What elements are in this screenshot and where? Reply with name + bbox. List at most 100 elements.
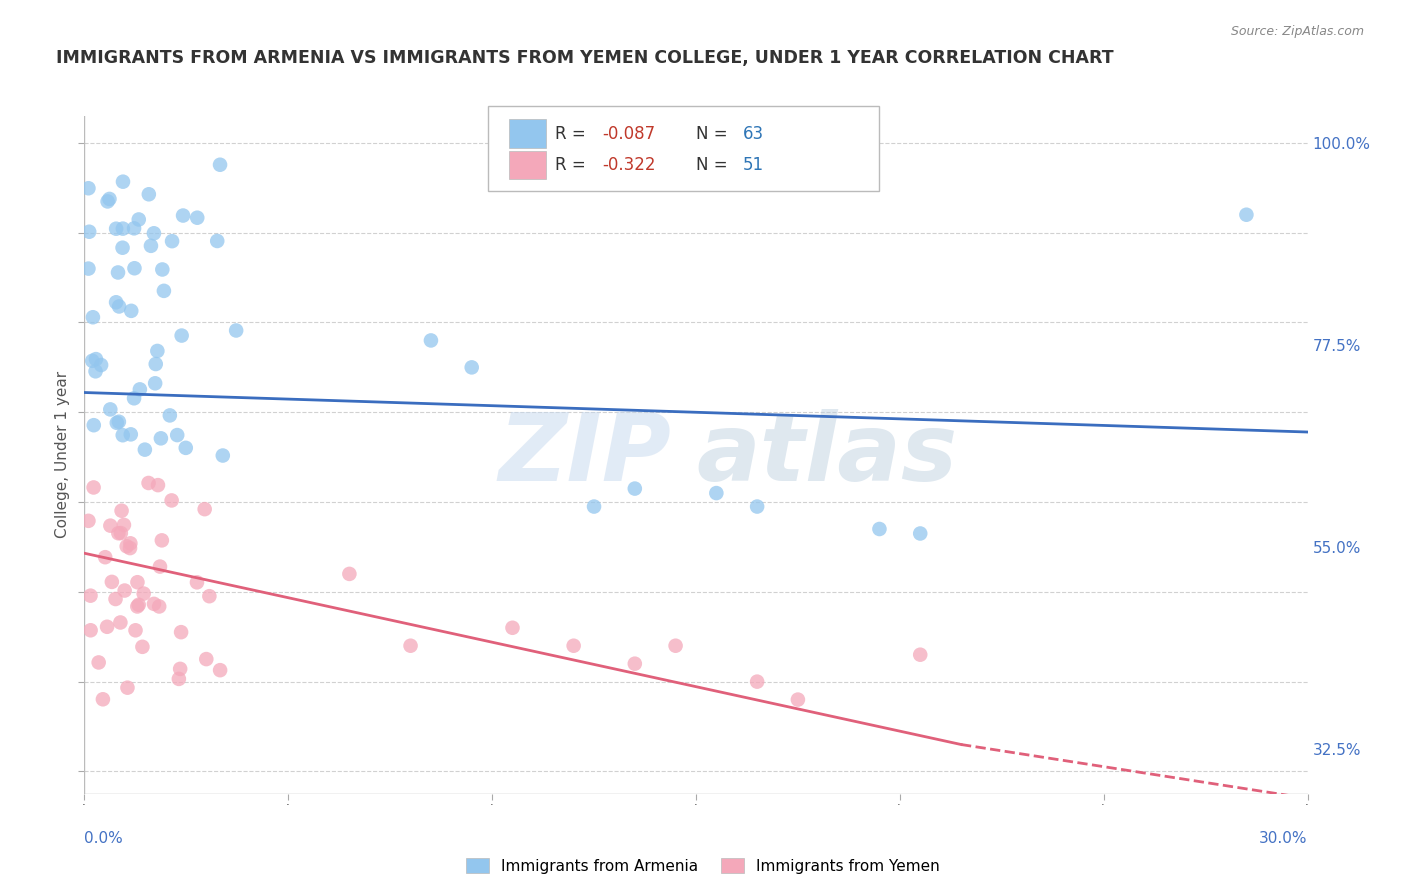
Point — [150, 533, 173, 548]
Point — [120, 303, 142, 318]
Y-axis label: College, Under 1 year: College, Under 1 year — [55, 371, 70, 539]
Text: 30.0%: 30.0% — [1260, 831, 1308, 847]
Point — [115, 539, 138, 553]
Point — [166, 428, 188, 442]
Point — [83, 480, 105, 494]
Point — [105, 295, 128, 310]
Point — [910, 526, 932, 541]
Point — [104, 592, 127, 607]
Point — [98, 402, 121, 417]
Point — [79, 589, 101, 603]
Point — [747, 674, 769, 689]
Text: 51: 51 — [742, 156, 763, 174]
Point — [117, 681, 139, 695]
FancyBboxPatch shape — [488, 106, 880, 191]
Point — [111, 241, 134, 255]
Point — [112, 517, 135, 532]
Point — [114, 583, 136, 598]
Point — [583, 500, 606, 514]
Point — [143, 597, 166, 611]
Point — [146, 343, 169, 358]
Point — [110, 526, 132, 541]
Point — [186, 211, 208, 225]
Point — [665, 639, 688, 653]
Text: -0.322: -0.322 — [602, 156, 655, 174]
Point — [160, 493, 183, 508]
Point — [122, 392, 145, 406]
Point — [77, 225, 100, 239]
Point — [209, 158, 232, 172]
Point — [138, 475, 160, 490]
Point — [108, 415, 131, 429]
Text: ZIP: ZIP — [499, 409, 672, 501]
Text: -0.087: -0.087 — [602, 125, 655, 143]
Point — [149, 559, 172, 574]
Point — [111, 175, 134, 189]
Point — [107, 526, 129, 541]
Point — [91, 692, 114, 706]
Point — [118, 541, 141, 555]
Text: IMMIGRANTS FROM ARMENIA VS IMMIGRANTS FROM YEMEN COLLEGE, UNDER 1 YEAR CORRELATI: IMMIGRANTS FROM ARMENIA VS IMMIGRANTS FR… — [56, 49, 1114, 67]
Point — [134, 442, 156, 457]
Point — [77, 261, 100, 276]
Point — [82, 353, 104, 368]
Point — [149, 431, 172, 445]
Point — [87, 656, 110, 670]
Point — [98, 192, 121, 206]
FancyBboxPatch shape — [509, 120, 546, 148]
Point — [562, 639, 585, 653]
Text: R =: R = — [555, 125, 592, 143]
Point — [120, 536, 142, 550]
Point — [138, 187, 160, 202]
Point — [461, 360, 484, 375]
Point — [77, 514, 100, 528]
Point — [127, 575, 149, 590]
Text: atlas: atlas — [696, 409, 957, 501]
Point — [225, 323, 247, 337]
Point — [139, 239, 162, 253]
Point — [170, 328, 193, 343]
Point — [145, 357, 167, 371]
Point — [101, 574, 124, 589]
Point — [1236, 208, 1258, 222]
Point — [84, 352, 107, 367]
Point — [160, 234, 183, 248]
Point — [111, 428, 134, 442]
Point — [148, 599, 170, 614]
Text: 63: 63 — [742, 125, 763, 143]
Point — [150, 262, 173, 277]
Point — [108, 300, 131, 314]
Point — [84, 364, 107, 378]
Point — [122, 221, 145, 235]
Point — [747, 500, 769, 514]
Point — [186, 575, 208, 590]
Point — [143, 376, 166, 391]
Point — [167, 672, 190, 686]
Point — [127, 599, 149, 614]
Point — [124, 624, 146, 638]
Point — [420, 334, 443, 348]
Point — [111, 221, 134, 235]
Point — [97, 194, 120, 209]
Point — [132, 586, 155, 600]
Point — [787, 692, 810, 706]
Point — [120, 427, 142, 442]
Point — [339, 566, 361, 581]
Point — [198, 589, 221, 603]
Point — [153, 284, 176, 298]
Point — [82, 310, 104, 325]
Point — [142, 227, 165, 241]
Point — [77, 181, 100, 195]
Point — [107, 265, 129, 279]
Point — [146, 478, 169, 492]
Point — [131, 640, 153, 654]
Point — [211, 449, 233, 463]
Point — [90, 358, 112, 372]
Point — [128, 383, 150, 397]
Point — [172, 209, 194, 223]
Text: N =: N = — [696, 125, 733, 143]
Point — [98, 518, 121, 533]
Point — [706, 486, 728, 500]
Point — [399, 639, 422, 653]
Point — [910, 648, 932, 662]
